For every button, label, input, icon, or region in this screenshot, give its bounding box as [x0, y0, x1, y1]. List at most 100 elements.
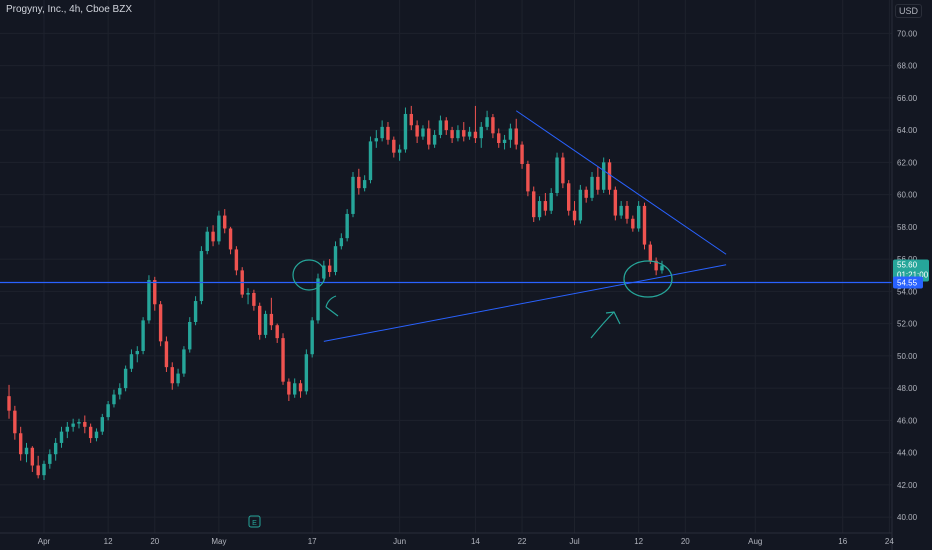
candle-body [188, 321, 192, 350]
candle [182, 346, 186, 377]
candle-body [456, 130, 460, 139]
candle-body [118, 388, 122, 395]
candle [578, 184, 583, 224]
candle [281, 333, 285, 385]
candle-body [561, 157, 565, 184]
price-tick-label: 60.00 [897, 191, 918, 200]
candle-body [170, 367, 174, 384]
candle [77, 418, 81, 429]
candle-body [397, 149, 402, 153]
candle [514, 118, 518, 150]
candle [275, 323, 279, 343]
circle-annotation-right [623, 260, 673, 298]
candle [287, 378, 291, 401]
candle [211, 225, 215, 247]
candle [485, 110, 489, 131]
time-tick-label: Jun [393, 537, 406, 546]
candle-body [380, 126, 384, 139]
candle-body [158, 304, 163, 342]
candle [316, 273, 320, 324]
price-tick-label: 54.00 [897, 287, 918, 296]
time-tick-label: 12 [634, 537, 643, 546]
candle-body [135, 351, 139, 355]
countdown-label: 01:21:00 [897, 271, 929, 280]
time-tick-label: Apr [38, 537, 51, 546]
candle-body [636, 205, 641, 229]
circle-annotation-left [292, 259, 326, 291]
candle [473, 105, 478, 143]
candle [65, 421, 70, 439]
candle-body [409, 113, 413, 126]
candle-body [625, 205, 629, 219]
candle-body [648, 244, 653, 261]
candle [520, 141, 524, 169]
candle [106, 401, 110, 421]
candle-body [263, 313, 268, 335]
price-tick-label: 68.00 [897, 62, 918, 71]
candle [118, 383, 122, 400]
candle-body [590, 176, 594, 198]
candle-body [153, 280, 157, 305]
candle [549, 188, 553, 214]
candle-body [88, 426, 93, 439]
candle [100, 413, 104, 435]
time-tick-label: Jul [569, 537, 579, 546]
candle [252, 289, 256, 311]
candle [502, 134, 507, 150]
candle-body [304, 354, 309, 392]
candle-body [339, 238, 344, 247]
candle-body [374, 138, 379, 142]
time-tick-label: 16 [838, 537, 847, 546]
candle [444, 117, 448, 135]
candle-body [345, 213, 349, 239]
candle [176, 368, 180, 387]
candle-body [660, 265, 664, 271]
candle-body [462, 130, 466, 137]
arrow-annotation-right [590, 311, 621, 339]
price-tick-label: 42.00 [897, 481, 918, 490]
candle [48, 449, 52, 469]
candle-body [30, 447, 35, 466]
candle [421, 125, 425, 140]
trendline [515, 110, 727, 255]
candle-body [94, 431, 99, 439]
candle-body [613, 189, 618, 216]
candle-body [333, 246, 338, 272]
candle [123, 365, 128, 392]
price-tick-label: 58.00 [897, 223, 918, 232]
candle [456, 125, 460, 142]
candle [217, 210, 221, 245]
candle-body [100, 417, 104, 432]
currency-button[interactable]: USD [894, 4, 922, 18]
candle-body [287, 381, 291, 395]
candle-body [619, 205, 623, 216]
candle [223, 209, 227, 234]
candle-body [13, 410, 17, 434]
time-tick-label: 12 [104, 537, 113, 546]
candle [199, 246, 204, 305]
candle-body [432, 134, 437, 145]
candle [555, 152, 559, 197]
earnings-marker[interactable]: E [248, 515, 261, 528]
current-price-tag [893, 259, 929, 282]
candle [660, 260, 664, 274]
candle-body [485, 117, 489, 127]
candle-body [141, 320, 145, 352]
price-tick-label: 52.00 [897, 320, 918, 329]
candle [263, 310, 268, 339]
candle [88, 423, 93, 443]
candle-body [42, 463, 46, 476]
candle [83, 415, 87, 434]
candle-body [642, 205, 647, 245]
candle-body [193, 301, 198, 322]
price-tick-label: 50.00 [897, 352, 918, 361]
annotations [292, 259, 673, 339]
candle-body [65, 426, 70, 432]
price-tick-label: 46.00 [897, 416, 918, 425]
candle [607, 159, 612, 195]
price-tick-label: 70.00 [897, 29, 918, 38]
candle-body [217, 215, 221, 242]
candle-body [555, 157, 559, 193]
candle-body [415, 125, 419, 137]
